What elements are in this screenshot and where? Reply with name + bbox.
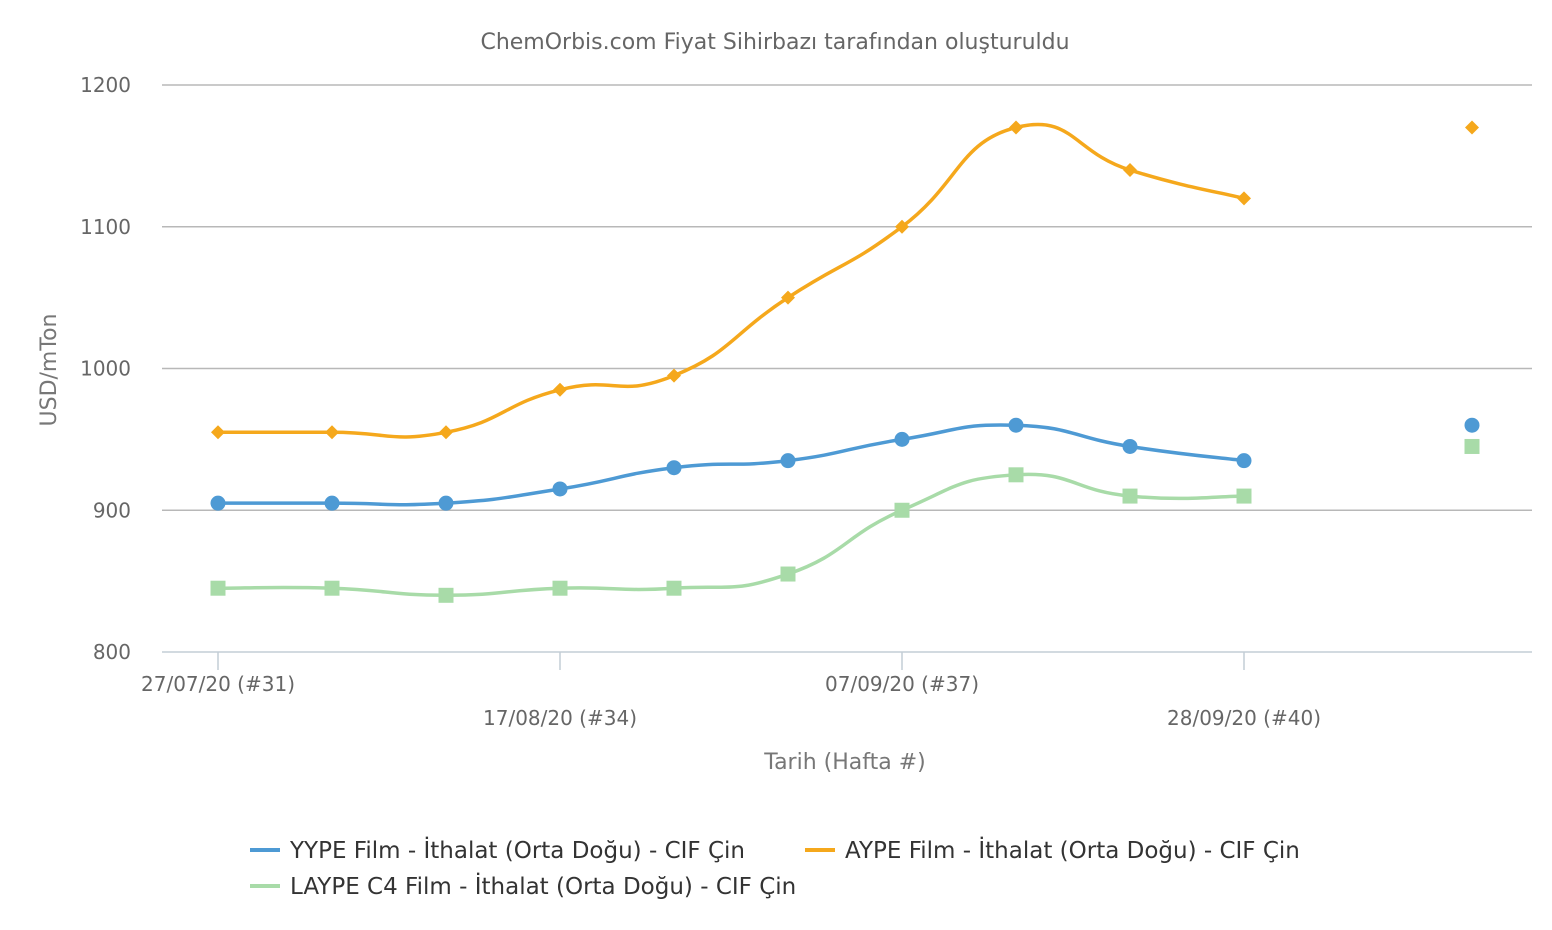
y-tick-label: 900 <box>93 498 131 522</box>
legend-label: YYPE Film - İthalat (Orta Doğu) - CIF Çi… <box>289 836 745 864</box>
y-axis-title: USD/mTon <box>37 314 62 427</box>
chart-title: ChemOrbis.com Fiyat Sihirbazı tarafından… <box>480 30 1069 55</box>
legend-label: AYPE Film - İthalat (Orta Doğu) - CIF Çi… <box>845 836 1300 864</box>
aype-series-point[interactable] <box>781 290 795 305</box>
laype-series-point[interactable] <box>894 502 910 518</box>
x-axis-title: Tarih (Hafta #) <box>763 750 925 775</box>
aype-series <box>211 120 1479 440</box>
x-tick-label: 27/07/20 (#31) <box>141 672 295 696</box>
series-layer <box>210 120 1480 603</box>
grid-lines <box>162 84 1532 511</box>
y-axis-ticks: 800 900 1000 1100 1200 <box>80 73 131 664</box>
laype-series-point[interactable] <box>210 580 226 596</box>
laype-series <box>210 438 1480 603</box>
yype-series-point[interactable] <box>1464 417 1480 433</box>
aype-series-point[interactable] <box>211 425 225 440</box>
yype-series-point[interactable] <box>324 495 340 511</box>
laype-series-point[interactable] <box>552 580 568 596</box>
yype-series-point[interactable] <box>666 460 682 476</box>
laype-series-point[interactable] <box>780 566 796 582</box>
laype-series-point[interactable] <box>438 587 454 603</box>
legend-item-laype[interactable]: LAYPE C4 Film - İthalat (Orta Doğu) - CI… <box>250 872 796 900</box>
x-tick-label: 07/09/20 (#37) <box>825 672 979 696</box>
yype-series-point[interactable] <box>438 495 454 511</box>
laype-series-line <box>216 472 1246 598</box>
laype-series-point[interactable] <box>1464 438 1480 454</box>
legend: YYPE Film - İthalat (Orta Doğu) - CIF Çi… <box>250 836 1300 900</box>
aype-series-point[interactable] <box>1237 191 1251 206</box>
laype-series-point[interactable] <box>324 580 340 596</box>
yype-series-point[interactable] <box>210 495 226 511</box>
aype-series-line <box>216 122 1246 439</box>
laype-series-point[interactable] <box>1122 488 1138 504</box>
y-tick-label: 800 <box>93 640 131 664</box>
x-tick-label: 28/09/20 (#40) <box>1167 706 1321 730</box>
yype-series-point[interactable] <box>1236 453 1252 469</box>
x-tick-label: 17/08/20 (#34) <box>483 706 637 730</box>
y-tick-label: 1200 <box>80 73 131 97</box>
yype-series-line <box>216 423 1246 507</box>
aype-series-point[interactable] <box>1123 163 1137 178</box>
laype-series-point[interactable] <box>666 580 682 596</box>
yype-series-point[interactable] <box>780 453 796 469</box>
yype-series <box>210 417 1480 511</box>
laype-series-point[interactable] <box>1008 467 1024 483</box>
aype-series-point[interactable] <box>895 219 909 234</box>
yype-series-point[interactable] <box>1122 438 1138 454</box>
aype-series-point[interactable] <box>439 425 453 440</box>
legend-item-yype[interactable]: YYPE Film - İthalat (Orta Doğu) - CIF Çi… <box>250 836 745 864</box>
y-tick-label: 1000 <box>80 357 131 381</box>
legend-item-aype[interactable]: AYPE Film - İthalat (Orta Doğu) - CIF Çi… <box>805 836 1300 864</box>
aype-series-point[interactable] <box>1009 120 1023 135</box>
yype-series-point[interactable] <box>1008 417 1024 433</box>
y-tick-label: 1100 <box>80 215 131 239</box>
laype-series-point[interactable] <box>1236 488 1252 504</box>
aype-series-point[interactable] <box>1465 120 1479 135</box>
yype-series-point[interactable] <box>894 431 910 447</box>
legend-label: LAYPE C4 Film - İthalat (Orta Doğu) - CI… <box>290 872 796 900</box>
aype-series-point[interactable] <box>667 368 681 383</box>
aype-series-point[interactable] <box>325 425 339 440</box>
yype-series-point[interactable] <box>552 481 568 497</box>
aype-series-point[interactable] <box>553 382 567 397</box>
x-axis: 27/07/20 (#31) 17/08/20 (#34) 07/09/20 (#3… <box>141 651 1532 730</box>
